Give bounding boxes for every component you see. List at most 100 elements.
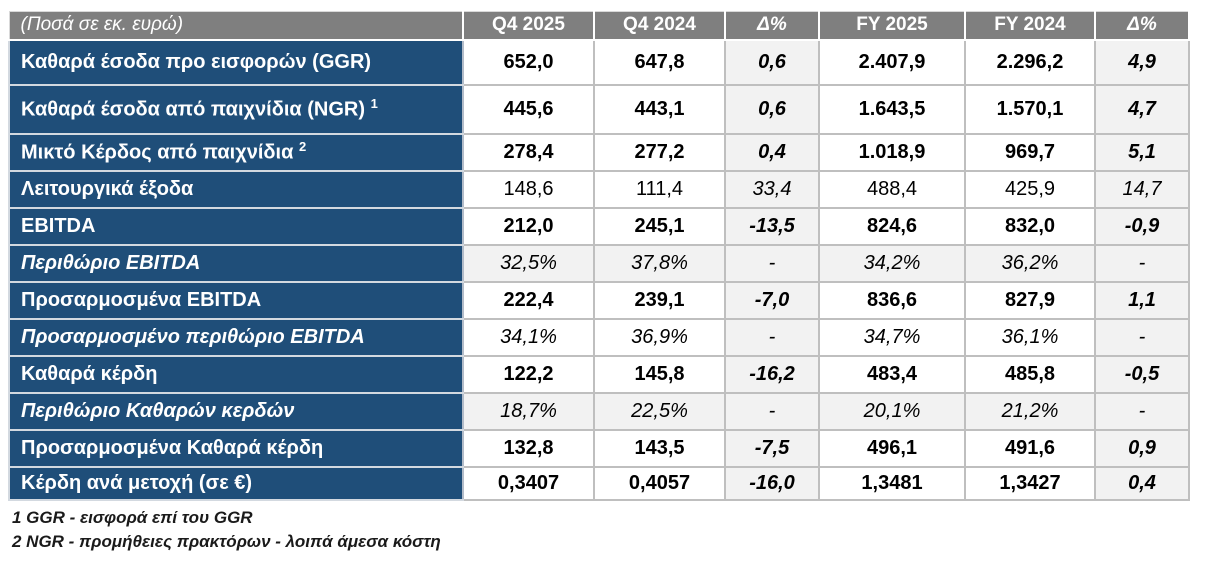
table-cell: 277,2	[593, 132, 726, 172]
table-cell: 245,1	[593, 206, 726, 246]
footnote-marker: 2	[298, 139, 307, 155]
table-cell: 34,2%	[818, 243, 966, 283]
table-cell: 22,5%	[593, 391, 726, 431]
table-cell: 483,4	[818, 354, 966, 394]
table-row: Προσαρμοσμένο περιθώριο EBITDA 34,1% 36,9%…	[8, 317, 1190, 357]
column-header-fy-2025: FY 2025	[818, 11, 966, 41]
table-cell: 485,8	[964, 354, 1096, 394]
table-cell: -	[1094, 391, 1190, 431]
table-cell: 0,4	[1094, 465, 1190, 501]
table-cell: 21,2%	[964, 391, 1096, 431]
table-cell: 969,7	[964, 132, 1096, 172]
row-label-text: Περιθώριο Καθαρών κερδών	[21, 399, 295, 422]
table-cell: 0,4057	[593, 465, 726, 501]
table-header: (Ποσά σε εκ. ευρώ) Q4 2025 Q4 2024 Δ% FY…	[8, 11, 1190, 41]
table-cell: 2.407,9	[818, 38, 966, 86]
table-cell: 2.296,2	[964, 38, 1096, 86]
row-label: Περιθώριο EBITDA	[8, 243, 464, 283]
table-row: Περιθώριο Καθαρών κερδών 18,7% 22,5% -20,1%…	[8, 391, 1190, 431]
column-header-q4-2024: Q4 2024	[593, 11, 726, 41]
column-header-delta-quarter: Δ%	[724, 11, 820, 41]
table-cell: 425,9	[964, 169, 1096, 209]
table-row: EBITDA 212,0 245,1 -13,5 824,6 832,0 -0,9	[8, 206, 1190, 246]
table-cell: 20,1%	[818, 391, 966, 431]
column-header-q4-2025: Q4 2025	[462, 11, 595, 41]
table-cell: 222,4	[462, 280, 595, 320]
table-cell: -16,0	[724, 465, 820, 501]
header-row: (Ποσά σε εκ. ευρώ) Q4 2025 Q4 2024 Δ% FY…	[8, 11, 1190, 41]
table-cell: 4,7	[1094, 83, 1190, 135]
footnote-marker: 1	[370, 96, 378, 112]
table-cell: 488,4	[818, 169, 966, 209]
row-label-text: Προσαρμοσμένο περιθώριο EBITDA	[21, 325, 365, 348]
table-row: Καθαρά έσοδα προ εισφορών (GGR) 652,0 647,…	[8, 38, 1190, 86]
footnote-1: 1 GGR - εισφορά επί του GGR	[12, 507, 253, 527]
table-row: Καθαρά έσοδα από παιχνίδια (NGR) 1 445,6 4…	[8, 83, 1190, 135]
table-cell: -7,0	[724, 280, 820, 320]
table-cell: -16,2	[724, 354, 820, 394]
table-cell: -	[724, 391, 820, 431]
column-header-fy-2024: FY 2024	[964, 11, 1096, 41]
table-cell: 496,1	[818, 428, 966, 468]
row-label-text: Καθαρά έσοδα προ εισφορών (GGR)	[21, 50, 372, 73]
row-label-text: Κέρδη ανά μετοχή (σε €)	[21, 471, 253, 494]
table-cell: 145,8	[593, 354, 726, 394]
table-cell: 132,8	[462, 428, 595, 468]
table-cell: 0,6	[724, 38, 820, 86]
table-cell: 4,9	[1094, 38, 1190, 86]
table-cell: 32,5%	[462, 243, 595, 283]
table-cell: 1.018,9	[818, 132, 966, 172]
table-row: Περιθώριο EBITDA 32,5% 37,8% -34,2% 36,2% -	[8, 243, 1190, 283]
row-label: EBITDA	[8, 206, 464, 246]
table-cell: 33,4	[724, 169, 820, 209]
row-label: Προσαρμοσμένα EBITDA	[8, 280, 464, 320]
table-cell: 491,6	[964, 428, 1096, 468]
table-cell: 1.570,1	[964, 83, 1096, 135]
table-cell: 111,4	[593, 169, 726, 209]
row-label-text: Προσαρμοσμένα EBITDA	[21, 288, 262, 311]
table-cell: 1,3481	[818, 465, 966, 501]
table-cell: 0,3407	[462, 465, 595, 501]
row-label: Καθαρά έσοδα προ εισφορών (GGR)	[8, 38, 464, 86]
table-cell: 36,9%	[593, 317, 726, 357]
table-cell: 647,8	[593, 38, 726, 86]
row-label-text: Προσαρμοσμένα Καθαρά κέρδη	[21, 436, 324, 459]
table-cell: -	[724, 243, 820, 283]
row-label-text: Περιθώριο EBITDA	[21, 251, 201, 274]
table-cell: 1.643,5	[818, 83, 966, 135]
table-row: Κέρδη ανά μετοχή (σε €) 0,3407 0,4057 -16,0…	[8, 465, 1190, 501]
row-label: Προσαρμοσμένα Καθαρά κέρδη	[8, 428, 464, 468]
table-cell: 36,2%	[964, 243, 1096, 283]
table-body: Καθαρά έσοδα προ εισφορών (GGR) 652,0 647,…	[8, 38, 1190, 501]
table-row: Προσαρμοσμένα EBITDA 222,4 239,1 -7,0 836,6 8…	[8, 280, 1190, 320]
table-cell: -0,5	[1094, 354, 1190, 394]
table-cell: 0,6	[724, 83, 820, 135]
table-cell: -	[1094, 317, 1190, 357]
table-cell: 36,1%	[964, 317, 1096, 357]
table-cell: -13,5	[724, 206, 820, 246]
table-cell: 443,1	[593, 83, 726, 135]
table-cell: 18,7%	[462, 391, 595, 431]
row-label: Καθαρά κέρδη	[8, 354, 464, 394]
row-label-text: Λειτουργικά έξοδα	[21, 177, 194, 200]
table-row: Καθαρά κέρδη 122,2 145,8 -16,2 483,4 485,8 -0,…	[8, 354, 1190, 394]
row-label: Περιθώριο Καθαρών κερδών	[8, 391, 464, 431]
table-cell: -	[1094, 243, 1190, 283]
row-label: Κέρδη ανά μετοχή (σε €)	[8, 465, 464, 501]
table-cell: 1,1	[1094, 280, 1190, 320]
table-cell: 827,9	[964, 280, 1096, 320]
footnotes: 1 GGR - εισφορά επί του GGR 2 NGR - προμ…	[8, 506, 1211, 555]
row-label-text: Καθαρά κέρδη	[21, 362, 158, 385]
table-cell: 832,0	[964, 206, 1096, 246]
table-cell: 652,0	[462, 38, 595, 86]
table-row: Προσαρμοσμένα Καθαρά κέρδη 132,8 143,5 -7,5…	[8, 428, 1190, 468]
table-cell: 34,1%	[462, 317, 595, 357]
column-header-delta-fullyear: Δ%	[1094, 11, 1190, 41]
table-cell: 212,0	[462, 206, 595, 246]
table-cell: 5,1	[1094, 132, 1190, 172]
financial-results-table: (Ποσά σε εκ. ευρώ) Q4 2025 Q4 2024 Δ% FY…	[8, 11, 1190, 501]
table-cell: 824,6	[818, 206, 966, 246]
table-cell: 122,2	[462, 354, 595, 394]
table-row: Λειτουργικά έξοδα 148,6 111,4 33,4 488,4 425,…	[8, 169, 1190, 209]
footnote-2: 2 NGR - προμήθειες πρακτόρων - λοιπά άμε…	[12, 532, 441, 552]
